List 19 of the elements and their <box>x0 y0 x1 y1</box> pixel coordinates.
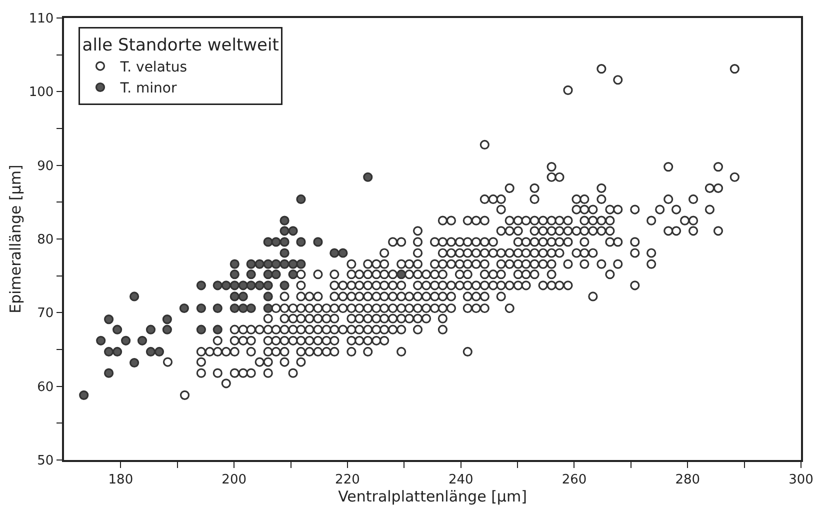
y-tick-label: 100 <box>28 85 54 100</box>
x-tick-label: 240 <box>448 472 474 488</box>
legend-title: alle Standorte weltweit <box>82 35 280 56</box>
x-axis-title: Ventralplattenlänge [µm] <box>338 487 527 506</box>
legend-label: T. velatus <box>119 60 188 76</box>
x-tick-label: 280 <box>675 472 700 488</box>
x-tick-label: 260 <box>562 472 587 488</box>
y-tick-label: 90 <box>37 158 54 174</box>
legend-label: T. minor <box>119 80 177 97</box>
x-tick-label: 180 <box>108 472 134 488</box>
y-tick-label: 80 <box>37 232 54 248</box>
y-tick-label: 50 <box>37 454 54 469</box>
y-tick-label: 60 <box>37 380 54 395</box>
y-tick-label: 70 <box>37 306 54 322</box>
x-tick-label: 300 <box>788 472 814 488</box>
y-axis-title: Epimerallänge [µm] <box>6 164 25 314</box>
x-tick-label: 220 <box>335 472 360 488</box>
y-tick-label: 110 <box>28 12 54 27</box>
x-tick-label: 200 <box>222 472 246 488</box>
